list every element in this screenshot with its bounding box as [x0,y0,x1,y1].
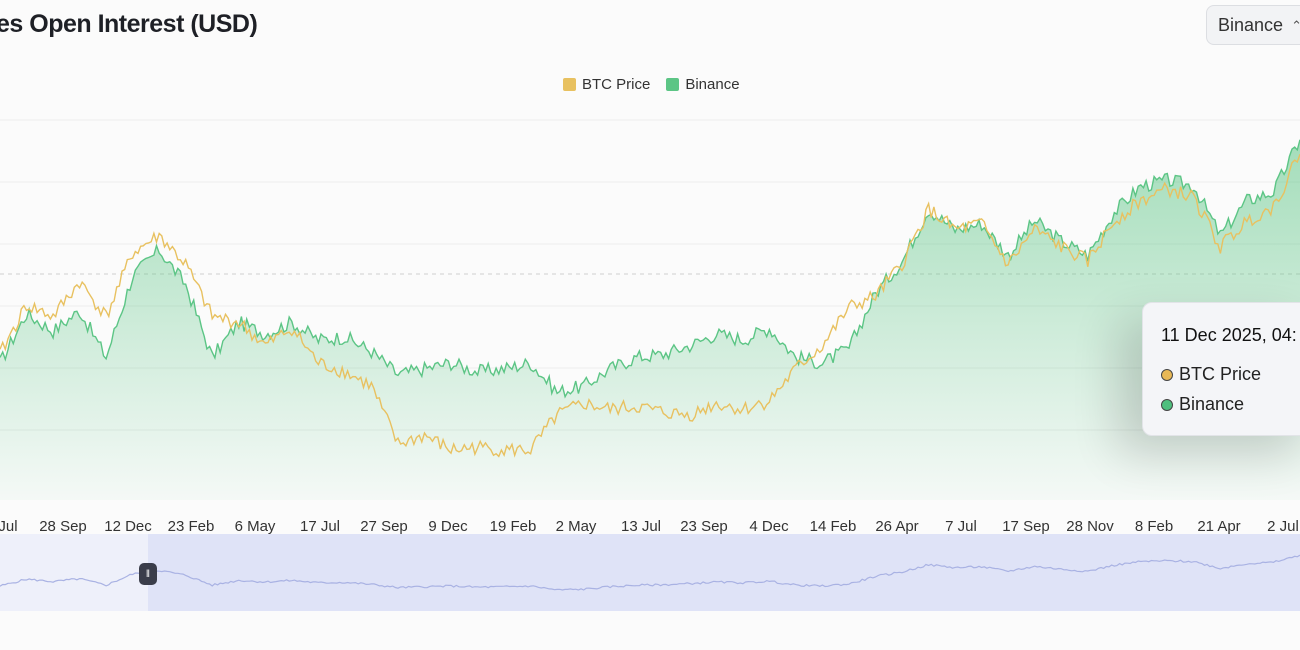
x-tick-label: 13 Jul [621,518,661,535]
tooltip-row-btc-price: BTC Price [1161,364,1300,385]
x-tick-label: 12 Dec [104,518,152,535]
x-tick-label: 17 Jul [300,518,340,535]
x-tick-label: 7 Jul [945,518,977,535]
x-axis-ticks: Jul 28 Sep 12 Dec 23 Feb 6 May 17 Jul 27 Sep 9 … [0,518,1299,535]
exchange-select-value: Binance [1218,14,1284,35]
tooltip-dot-binance [1161,398,1173,411]
x-tick-label: 17 Sep [1002,518,1050,535]
tooltip-label-btc-price: BTC Price [1179,364,1262,384]
tooltip-date: 11 Dec 2025, 04: [1161,325,1297,345]
series-area-binance [0,139,1300,500]
x-tick-label: 21 Apr [1197,518,1240,535]
navigator-handle[interactable]: ‖ [139,563,157,585]
x-tick-label: 23 Feb [168,518,215,535]
x-tick-label: 19 Feb [490,518,537,535]
chevron-updown-icon: ⌃⌄ [1291,17,1300,33]
x-tick-label: 6 May [235,518,276,535]
tooltip-row-binance: Binance [1161,394,1300,415]
legend-label-binance: Binance [685,75,740,93]
x-tick-label: 26 Apr [875,518,918,535]
x-tick-label: 14 Feb [810,518,857,535]
chart-tooltip: 11 Dec 2025, 04: BTC Price Binance [1142,302,1300,436]
legend-item-btc-price[interactable]: BTC Price [563,76,650,93]
x-tick-label: 2 Jul [1267,518,1299,535]
x-tick-label: 23 Sep [680,518,728,535]
x-tick-label: 28 Nov [1066,518,1114,535]
series-line-binance [0,139,1300,399]
legend-item-binance[interactable]: Binance [666,75,740,93]
x-tick-label: 8 Feb [1135,518,1173,535]
x-tick-label: 2 May [556,518,597,535]
x-tick-label: 4 Dec [749,518,789,535]
series-layer [0,139,1300,500]
exchange-select[interactable]: Binance ⌃⌄ [1206,5,1300,45]
page-title: es Open Interest (USD) [0,10,258,38]
x-tick-label: 28 Sep [39,518,87,535]
legend-label-btc-price: BTC Price [582,75,651,93]
series-line-btc-price [0,153,1300,458]
tooltip-label-binance: Binance [1179,394,1245,414]
navigator-selection[interactable] [148,534,1300,611]
x-tick-label: 27 Sep [360,518,408,535]
chart-legend: BTC Price Binance [563,74,756,94]
legend-swatch-btc-price [563,77,576,91]
tooltip-dot-btc-price [1161,368,1173,381]
x-tick-label: 9 Dec [428,518,468,535]
legend-swatch-binance [666,77,680,91]
x-tick-label: Jul [0,518,18,535]
